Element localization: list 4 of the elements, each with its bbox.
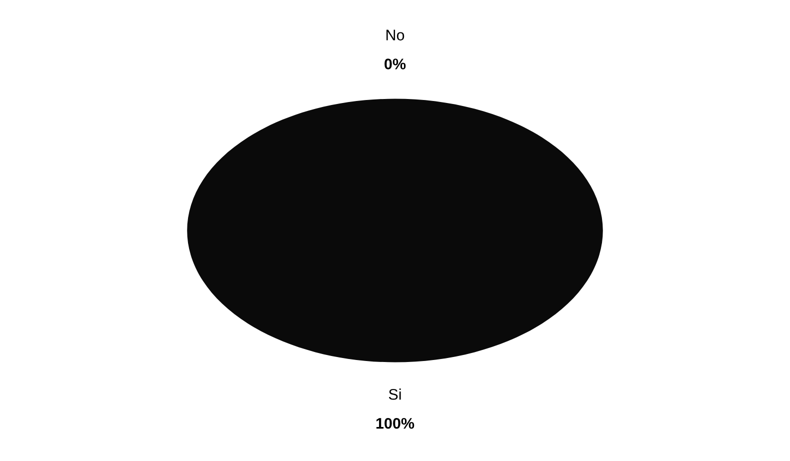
- data-label: 100%: [376, 418, 414, 429]
- text: 0%: [384, 58, 406, 70]
- category-label: No: [386, 30, 404, 40]
- slice-label: Si: [388, 388, 401, 400]
